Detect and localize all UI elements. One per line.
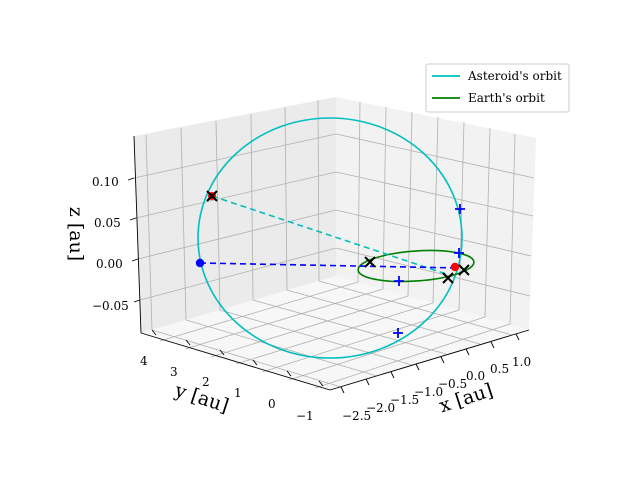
- grid-line: [235, 302, 434, 365]
- z-tick-label: 0.05: [94, 216, 121, 230]
- plus-mark: [455, 204, 465, 214]
- y-tick-labels: −1 0 1 2 3 4: [140, 354, 314, 423]
- x-tick-label: −1.5: [390, 393, 419, 407]
- y-tick: [286, 370, 292, 377]
- grid-line: [335, 171, 534, 217]
- grid-line: [215, 120, 221, 311]
- legend-box: [425, 63, 570, 113]
- cross-mark: [206, 190, 218, 202]
- cross-mark: [442, 272, 454, 284]
- grid-line: [180, 127, 187, 321]
- x-tick: [415, 363, 420, 371]
- grid-line: [133, 133, 337, 179]
- y-tick: [185, 339, 191, 346]
- z-tick: [133, 299, 141, 303]
- x-tick-label: −2.5: [342, 409, 371, 423]
- plus-mark: [454, 248, 464, 258]
- grid-line: [318, 280, 513, 336]
- x-tick: [340, 386, 345, 394]
- grid-line: [335, 133, 535, 179]
- grid-line: [185, 319, 378, 377]
- grid-line: [432, 116, 439, 304]
- x-tick-label: −1.0: [414, 385, 443, 399]
- y-tick-label: −1: [296, 409, 314, 423]
- x-tick: [390, 371, 395, 379]
- black-cross-marks: [206, 190, 470, 284]
- grid-line: [314, 323, 511, 389]
- x-tick-label: −0.5: [438, 377, 467, 391]
- data-marks: [195, 117, 475, 359]
- grid-line: [250, 113, 254, 301]
- x-tick: [490, 341, 495, 349]
- grid-line: [210, 295, 409, 358]
- x-tick: [440, 356, 445, 364]
- x-axis-line: [329, 329, 530, 391]
- grid-line: [335, 247, 531, 297]
- grid-line: [252, 299, 447, 355]
- grid-line: [135, 171, 337, 219]
- grid-line: [139, 247, 337, 301]
- y-tick-label: 3: [170, 365, 178, 379]
- x-tick: [465, 348, 470, 356]
- grid-lines: [133, 99, 535, 389]
- x-tick: [515, 333, 520, 341]
- cross-mark: [458, 264, 470, 276]
- x-tick-label: 1.0: [512, 355, 531, 369]
- plus-mark: [394, 276, 404, 286]
- x-tick-label: −2.0: [366, 401, 395, 415]
- grid-line: [317, 99, 320, 282]
- z-tick-label: 0.10: [92, 175, 119, 189]
- y-tick: [219, 349, 225, 356]
- grid-line: [335, 209, 532, 257]
- grid-line: [145, 134, 153, 331]
- y-tick-label: 1: [234, 386, 242, 400]
- z-tick-labels: 0.10 0.05 0.00 −0.05: [92, 175, 129, 313]
- grid-line: [509, 133, 516, 325]
- grid-line: [151, 329, 342, 388]
- grid-line: [137, 209, 337, 260]
- z-tick: [127, 177, 135, 181]
- asteroid-orbit: [197, 117, 463, 359]
- grid-line: [286, 289, 481, 345]
- cross-mark: [364, 256, 376, 268]
- x-tick-label: 0.5: [490, 362, 509, 376]
- legend-label-earth: Earth's orbit: [468, 91, 545, 105]
- y-tick-label: 4: [140, 354, 148, 368]
- legend: Asteroid's orbit Earth's orbit: [425, 63, 570, 113]
- y-tick: [151, 329, 157, 336]
- z-tick: [129, 217, 137, 221]
- y-tick-label: 0: [268, 397, 276, 411]
- y-tick: [252, 359, 258, 366]
- grid-line: [284, 106, 288, 291]
- y-axis-line: [140, 332, 331, 391]
- grid-line: [382, 106, 387, 290]
- x-tick-label: 0.0: [466, 369, 485, 383]
- y-tick-label: 2: [202, 375, 210, 389]
- earth-orbit: [357, 249, 475, 283]
- earth-point-red: [450, 262, 460, 272]
- y-tick: [318, 380, 324, 387]
- grid-line: [357, 101, 361, 283]
- grid-line: [458, 121, 465, 311]
- tick-marks: [127, 177, 520, 394]
- projection-point-blue: [195, 258, 205, 268]
- asteroid-sight-line: [211, 195, 453, 277]
- z-axis-label: z [au]: [65, 207, 87, 261]
- grid-line: [288, 316, 486, 381]
- z-tick-label: −0.05: [92, 299, 129, 313]
- z-tick-label: 0.00: [96, 257, 123, 271]
- grid-line: [484, 127, 491, 318]
- grid-line: [219, 309, 413, 366]
- x-tick-labels: −2.5 −2.0 −1.5 −1.0 −0.5 0.0 0.5 1.0: [342, 355, 531, 423]
- z-tick: [131, 258, 139, 262]
- plus-mark: [393, 328, 403, 338]
- blue-plus-marks: [393, 204, 465, 338]
- grid-line: [159, 281, 359, 342]
- legend-label-asteroid: Asteroid's orbit: [467, 69, 562, 83]
- x-tick: [365, 378, 370, 386]
- projection-line: [199, 262, 461, 269]
- grid-line: [184, 288, 384, 350]
